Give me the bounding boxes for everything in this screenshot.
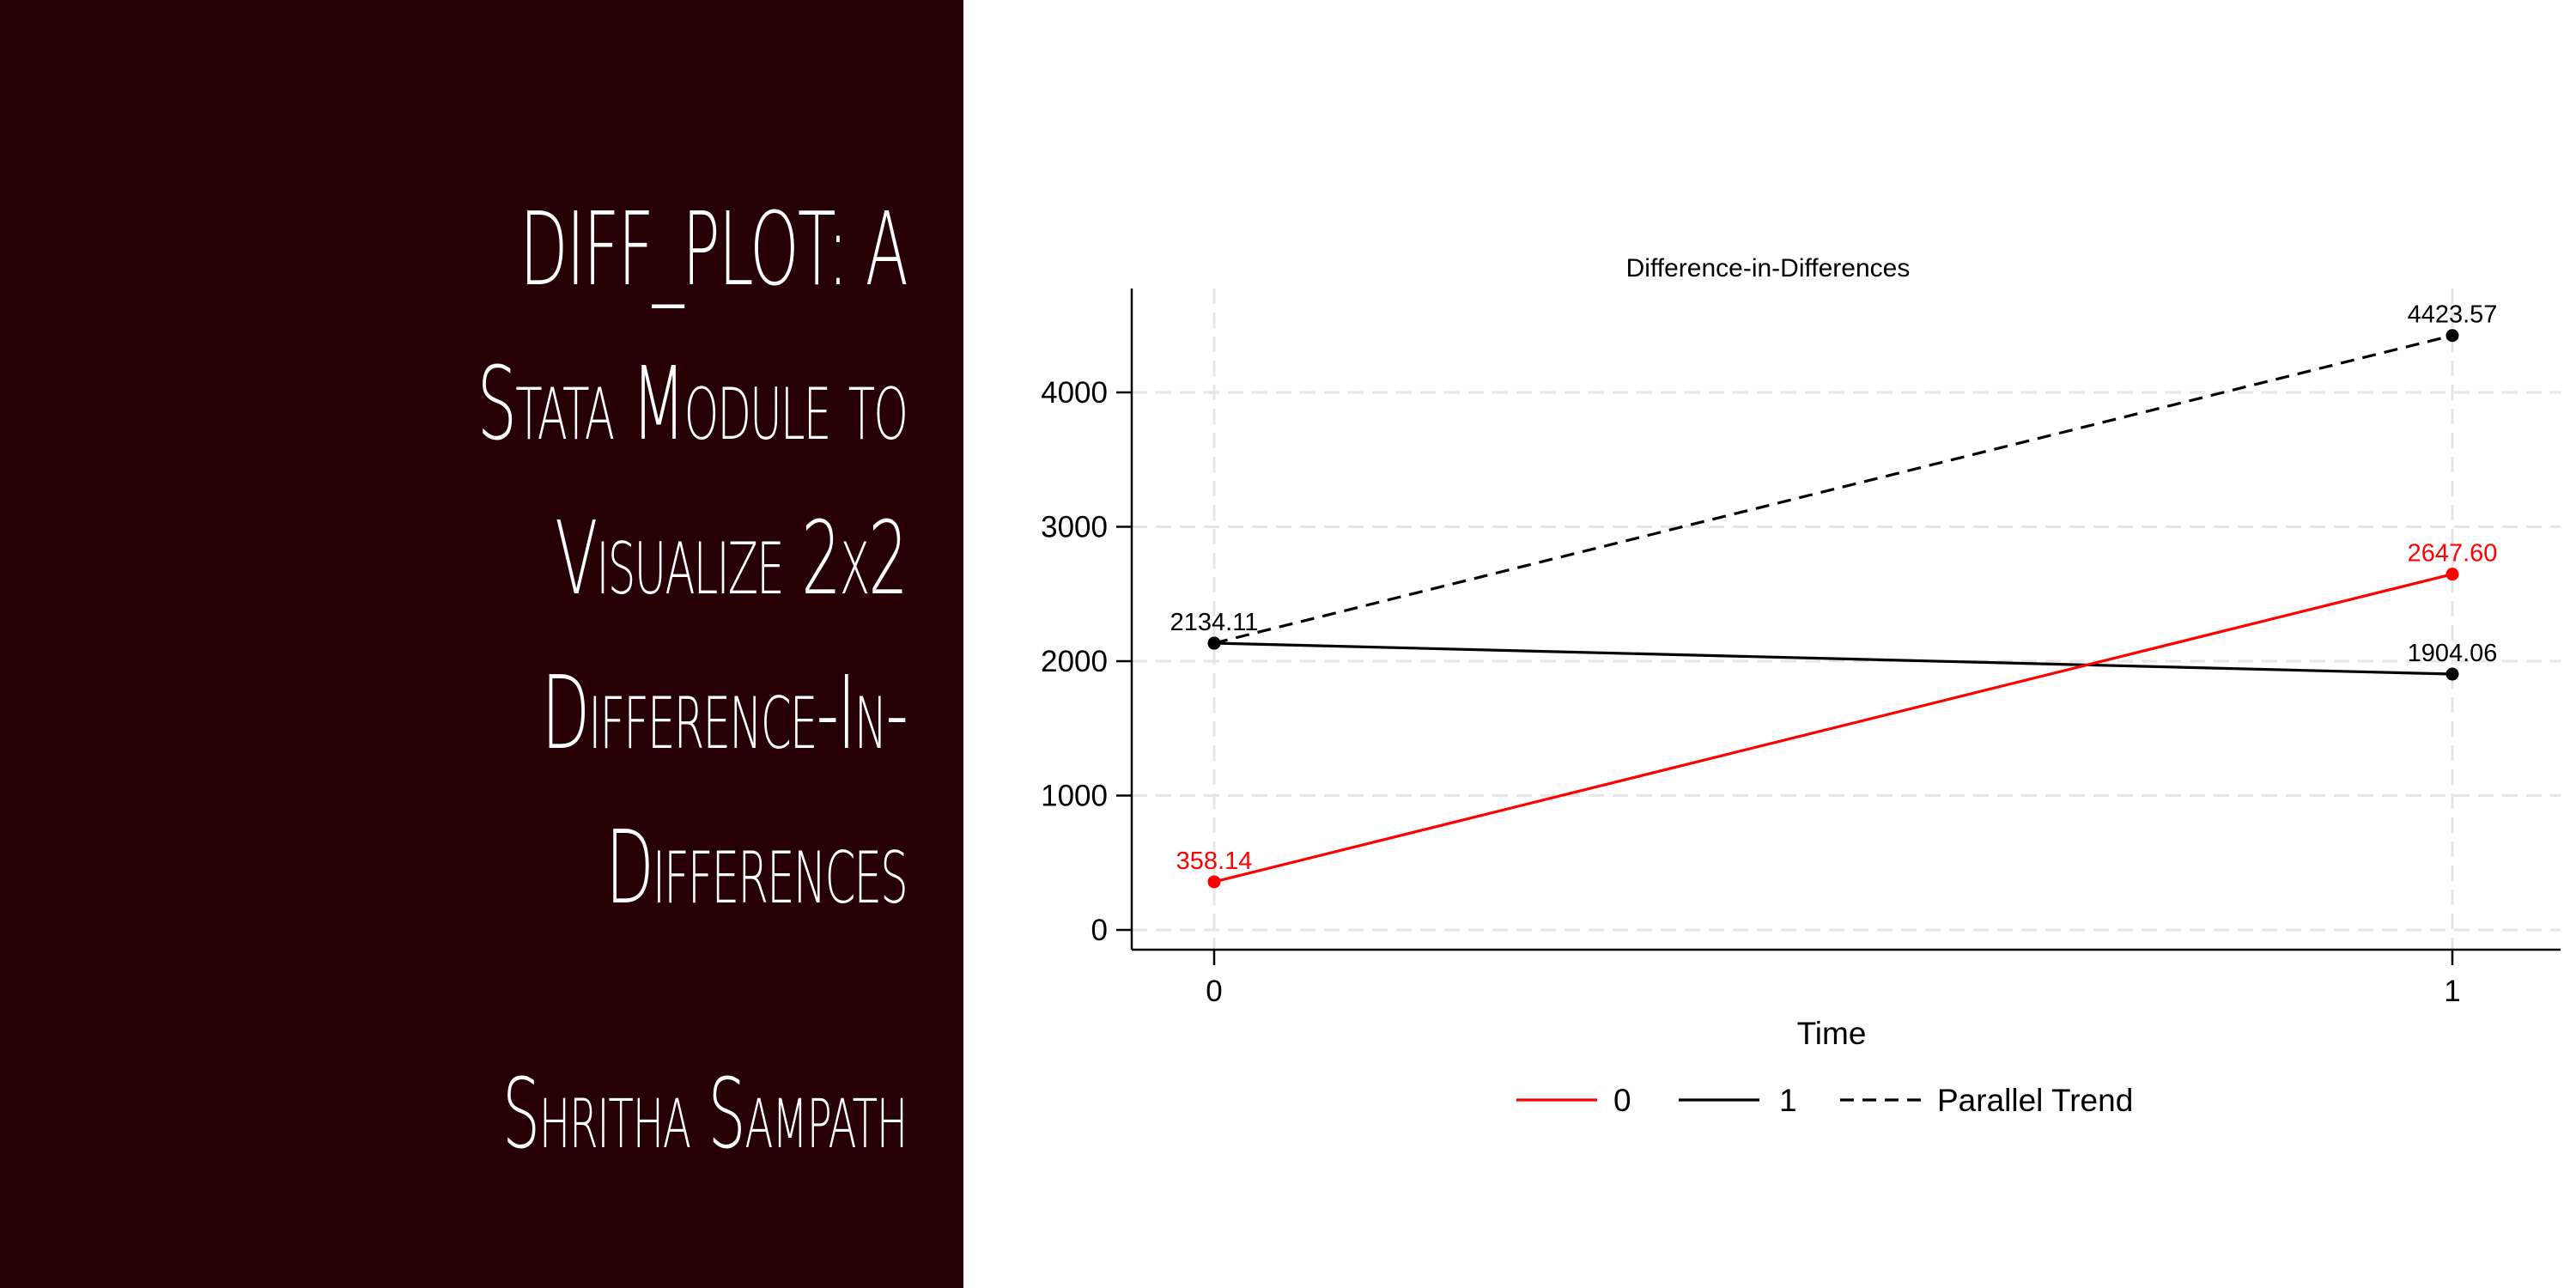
- legend-label: Parallel Trend: [1937, 1083, 2133, 1118]
- data-label: 2134.11: [1170, 609, 1259, 636]
- data-point: [2445, 667, 2459, 681]
- legend-label: 0: [1613, 1083, 1631, 1118]
- did-chart: Difference-in-Differences 0 1000 2000 3000 40…: [1041, 254, 2561, 1118]
- series-line-0: [1213, 573, 2453, 884]
- title-panel: DIFF_PLOT: A Stata Module to Visualize 2…: [0, 0, 963, 1288]
- x-axis-label: Time: [1797, 1016, 1867, 1051]
- data-point: [1207, 636, 1221, 650]
- data-label: 1904.06: [2408, 640, 2498, 667]
- x-tick-label: 1: [2444, 975, 2460, 1008]
- data-label: 2647.60: [2408, 540, 2498, 568]
- chart-title: Difference-in-Differences: [1626, 254, 1911, 283]
- y-tick-label: 2000: [1041, 645, 1108, 678]
- legend-label: 1: [1779, 1083, 1797, 1118]
- y-tick-label: 3000: [1041, 511, 1108, 544]
- presentation-title: DIFF_PLOT: A Stata Module to Visualize 2…: [477, 190, 908, 927]
- series-line-1: [1213, 641, 2453, 676]
- y-tick-label: 4000: [1041, 376, 1108, 410]
- data-point: [2445, 329, 2459, 343]
- data-label: 4423.57: [2408, 301, 2498, 329]
- y-tick-label: 1000: [1041, 780, 1108, 813]
- data-point: [1207, 875, 1221, 889]
- x-tick-label: 0: [1206, 975, 1222, 1008]
- author-name: Shritha Sampath: [502, 1059, 908, 1170]
- data-point: [2445, 568, 2459, 581]
- y-tick-label: 0: [1091, 914, 1108, 947]
- series-line-parallel-trend: [1213, 334, 2453, 645]
- data-label: 358.14: [1176, 848, 1253, 875]
- chart-area: Difference-in-Differences 0 1000 2000 3000 40…: [963, 0, 2576, 1288]
